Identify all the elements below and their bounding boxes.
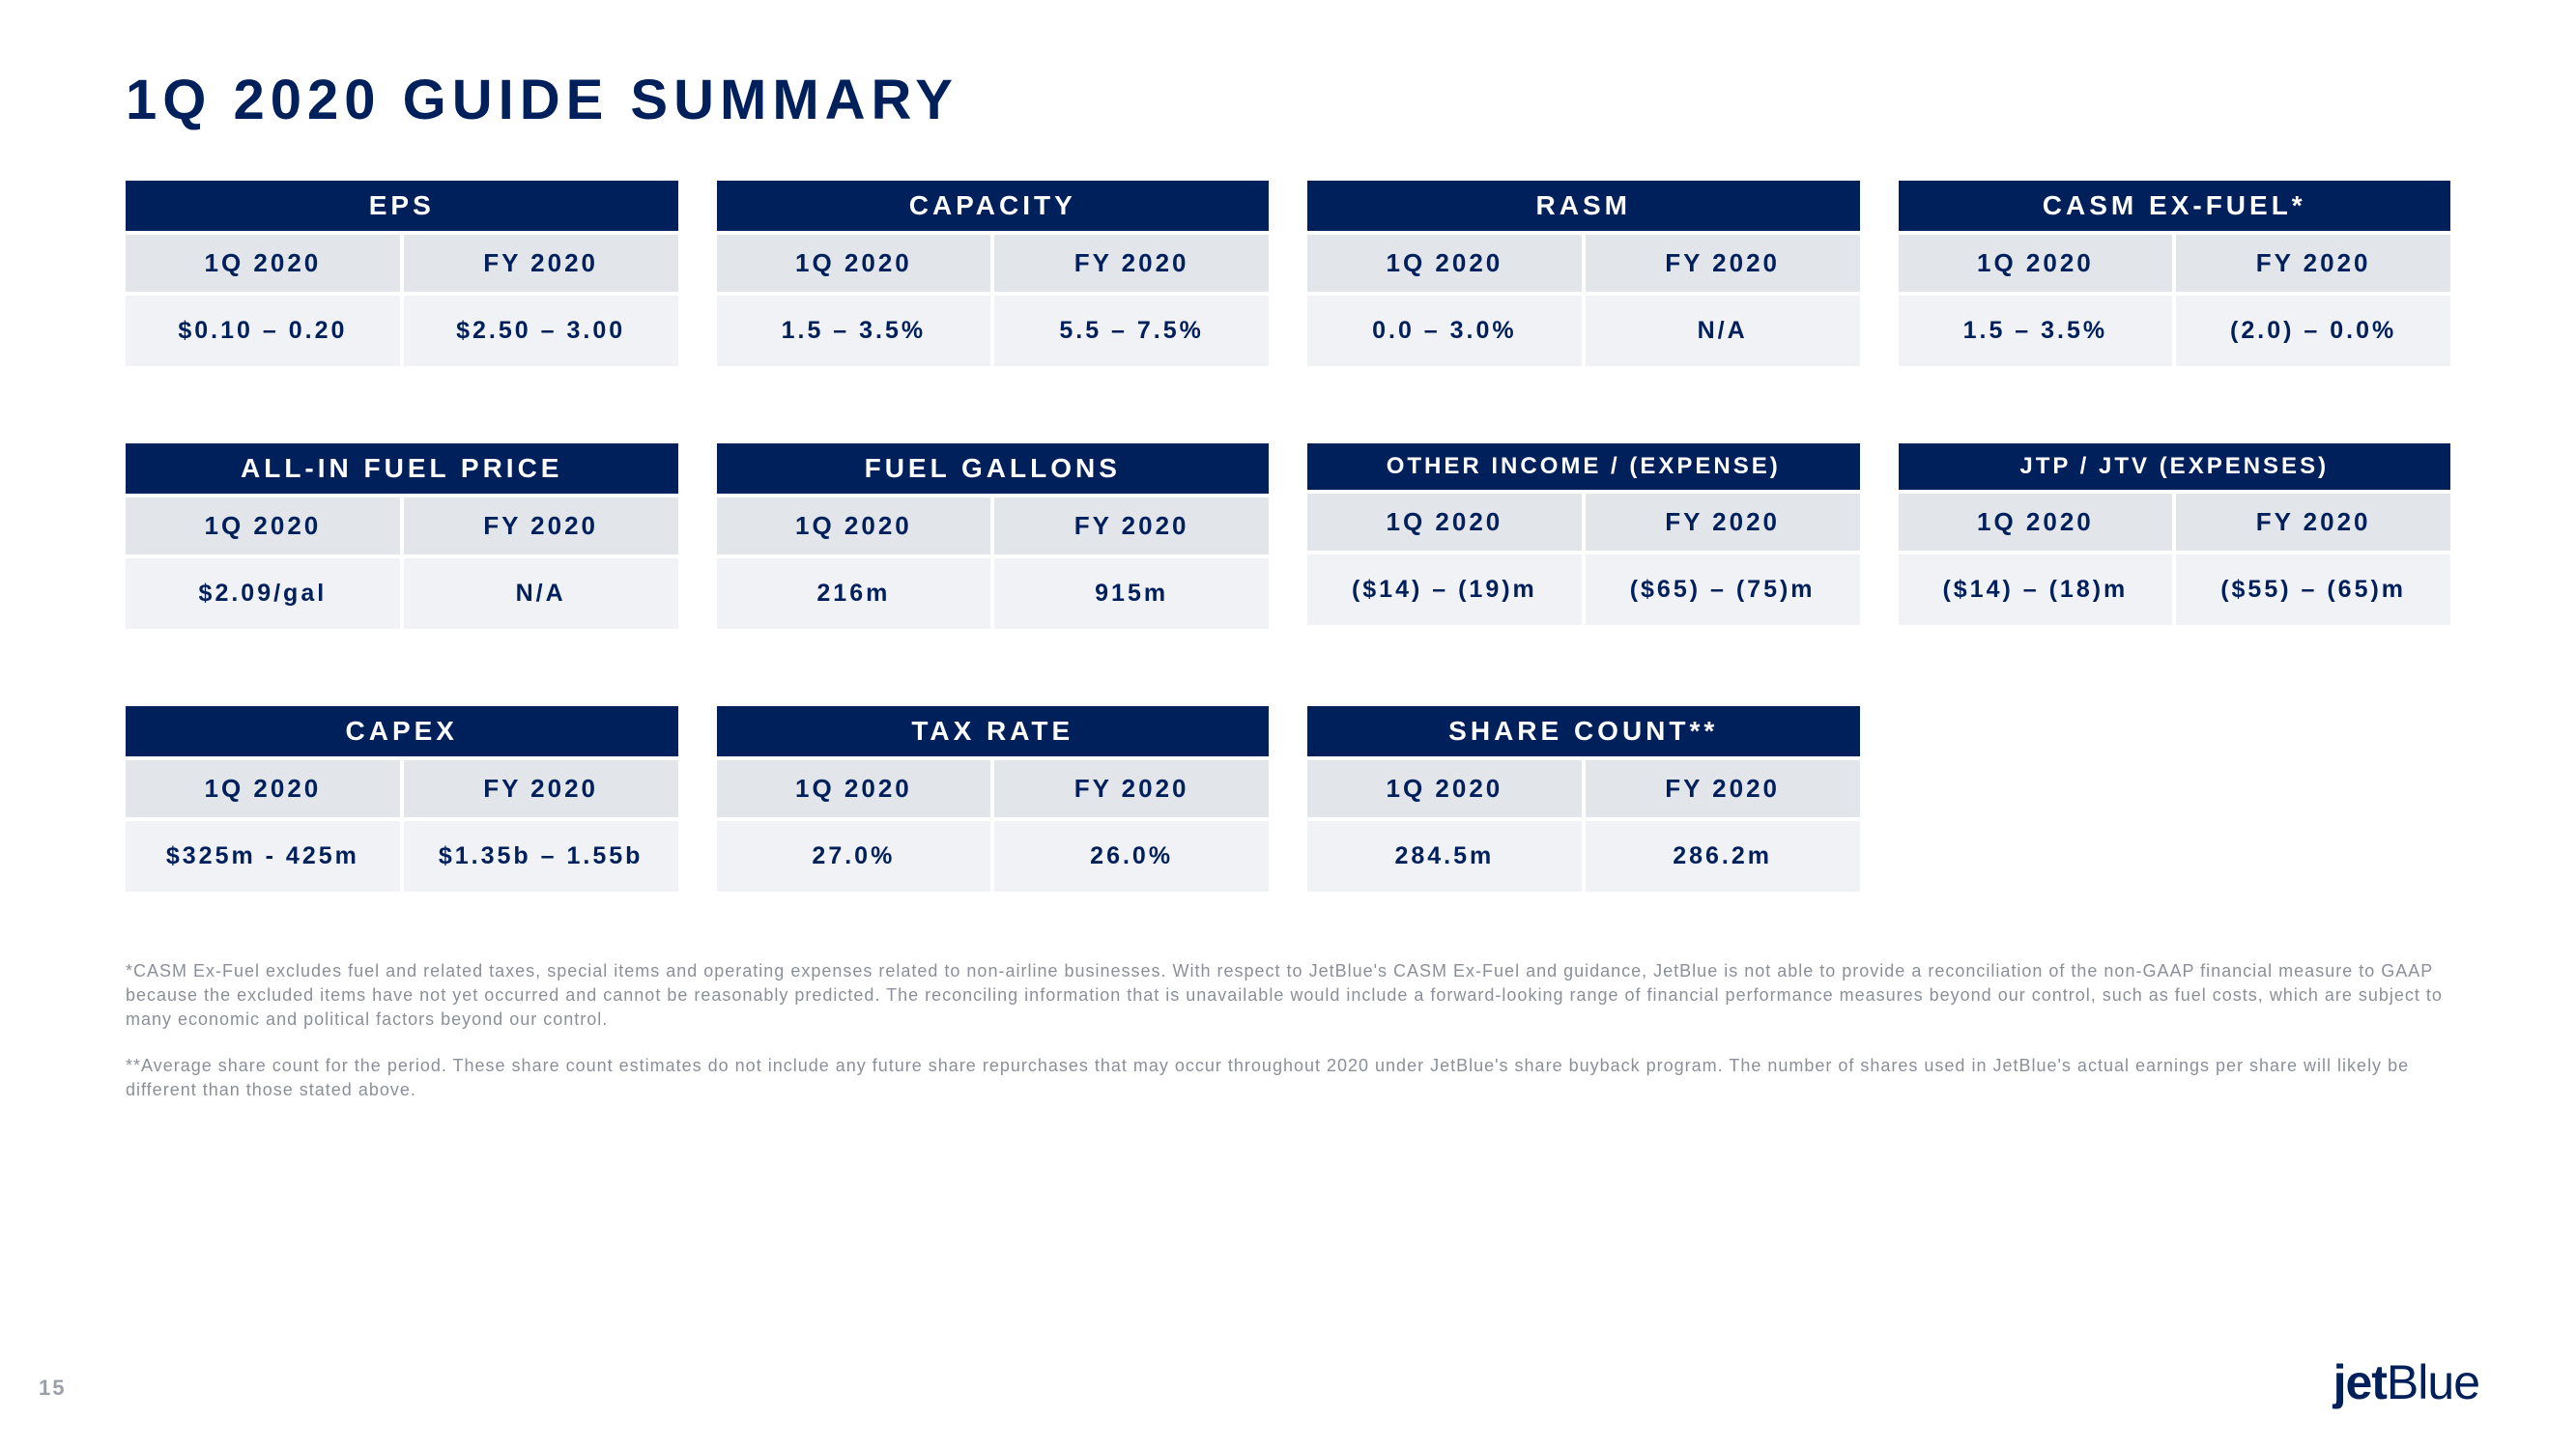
footnote-sharecount: **Average share count for the period. Th… (126, 1054, 2450, 1102)
metric-value-fy: N/A (404, 558, 678, 629)
metric-card-title: SHARE COUNT** (1307, 706, 1860, 756)
page-title: 1Q 2020 GUIDE SUMMARY (126, 68, 2450, 132)
metric-value-1q: 27.0% (717, 821, 991, 892)
metric-value-1q: $2.09/gal (126, 558, 400, 629)
metric-card: OTHER INCOME / (EXPENSE)1Q 2020FY 2020($… (1307, 443, 1860, 629)
metric-period-fy: FY 2020 (994, 235, 1269, 292)
logo-blue: Blue (2387, 1355, 2479, 1409)
metric-period-fy: FY 2020 (1586, 494, 1860, 551)
metric-card-title: JTP / JTV (EXPENSES) (1899, 443, 2451, 490)
metric-period-fy: FY 2020 (1586, 760, 1860, 817)
metric-period-1q: 1Q 2020 (717, 497, 991, 554)
metric-period-fy: FY 2020 (404, 760, 678, 817)
metric-period-fy: FY 2020 (994, 497, 1269, 554)
logo-jet: jet (2333, 1355, 2387, 1409)
metric-period-fy: FY 2020 (994, 760, 1269, 817)
metric-value-1q: $0.10 – 0.20 (126, 296, 400, 366)
metric-card: TAX RATE1Q 2020FY 202027.0%26.0% (717, 706, 1270, 892)
metric-card-title: EPS (126, 181, 678, 231)
metric-period-1q: 1Q 2020 (126, 760, 400, 817)
metric-value-1q: ($14) – (19)m (1307, 554, 1582, 625)
metric-period-1q: 1Q 2020 (1307, 494, 1582, 551)
metric-value-fy: 5.5 – 7.5% (994, 296, 1269, 366)
metric-period-fy: FY 2020 (404, 235, 678, 292)
footnotes: *CASM Ex-Fuel excludes fuel and related … (126, 959, 2450, 1102)
metric-card: CASM EX-FUEL*1Q 2020FY 20201.5 – 3.5%(2.… (1899, 181, 2451, 366)
metric-value-1q: 284.5m (1307, 821, 1582, 892)
metric-card: CAPEX1Q 2020FY 2020$325m - 425m$1.35b – … (126, 706, 678, 892)
metric-period-1q: 1Q 2020 (1899, 235, 2173, 292)
metric-value-fy: $2.50 – 3.00 (404, 296, 678, 366)
metric-period-1q: 1Q 2020 (126, 497, 400, 554)
metric-card-title: RASM (1307, 181, 1860, 231)
metric-value-1q: ($14) – (18)m (1899, 554, 2173, 625)
metric-value-1q: 216m (717, 558, 991, 629)
metric-period-fy: FY 2020 (404, 497, 678, 554)
metric-value-fy: 26.0% (994, 821, 1269, 892)
metric-card-title: CAPEX (126, 706, 678, 756)
metric-period-1q: 1Q 2020 (1307, 235, 1582, 292)
metric-value-fy: ($65) – (75)m (1586, 554, 1860, 625)
metric-value-1q: 1.5 – 3.5% (1899, 296, 2173, 366)
metric-period-1q: 1Q 2020 (1899, 494, 2173, 551)
metric-value-fy: (2.0) – 0.0% (2176, 296, 2450, 366)
metric-period-1q: 1Q 2020 (126, 235, 400, 292)
footnote-casm: *CASM Ex-Fuel excludes fuel and related … (126, 959, 2450, 1033)
metric-period-fy: FY 2020 (2176, 235, 2450, 292)
metric-card: FUEL GALLONS1Q 2020FY 2020216m915m (717, 443, 1270, 629)
metric-value-1q: 1.5 – 3.5% (717, 296, 991, 366)
metric-value-fy: ($55) – (65)m (2176, 554, 2450, 625)
jetblue-logo: jetBlue (2333, 1354, 2479, 1410)
metric-card: CAPACITY1Q 2020FY 20201.5 – 3.5%5.5 – 7.… (717, 181, 1270, 366)
metric-card: JTP / JTV (EXPENSES)1Q 2020FY 2020($14) … (1899, 443, 2451, 629)
metric-value-1q: $325m - 425m (126, 821, 400, 892)
metric-period-fy: FY 2020 (1586, 235, 1860, 292)
metric-card: EPS1Q 2020FY 2020$0.10 – 0.20$2.50 – 3.0… (126, 181, 678, 366)
metric-card-title: ALL-IN FUEL PRICE (126, 443, 678, 494)
metric-card-title: TAX RATE (717, 706, 1270, 756)
summary-grid: EPS1Q 2020FY 2020$0.10 – 0.20$2.50 – 3.0… (126, 181, 2450, 892)
metric-period-1q: 1Q 2020 (717, 235, 991, 292)
metric-value-fy: 286.2m (1586, 821, 1860, 892)
metric-value-1q: 0.0 – 3.0% (1307, 296, 1582, 366)
metric-period-1q: 1Q 2020 (717, 760, 991, 817)
metric-card: SHARE COUNT**1Q 2020FY 2020284.5m286.2m (1307, 706, 1860, 892)
metric-card-title: CASM EX-FUEL* (1899, 181, 2451, 231)
page-number: 15 (39, 1376, 66, 1401)
metric-card-title: FUEL GALLONS (717, 443, 1270, 494)
metric-period-fy: FY 2020 (2176, 494, 2450, 551)
metric-value-fy: N/A (1586, 296, 1860, 366)
metric-card-title: OTHER INCOME / (EXPENSE) (1307, 443, 1860, 490)
metric-period-1q: 1Q 2020 (1307, 760, 1582, 817)
metric-value-fy: $1.35b – 1.55b (404, 821, 678, 892)
metric-value-fy: 915m (994, 558, 1269, 629)
metric-card-title: CAPACITY (717, 181, 1270, 231)
metric-card: RASM1Q 2020FY 20200.0 – 3.0%N/A (1307, 181, 1860, 366)
metric-card: ALL-IN FUEL PRICE1Q 2020FY 2020$2.09/gal… (126, 443, 678, 629)
